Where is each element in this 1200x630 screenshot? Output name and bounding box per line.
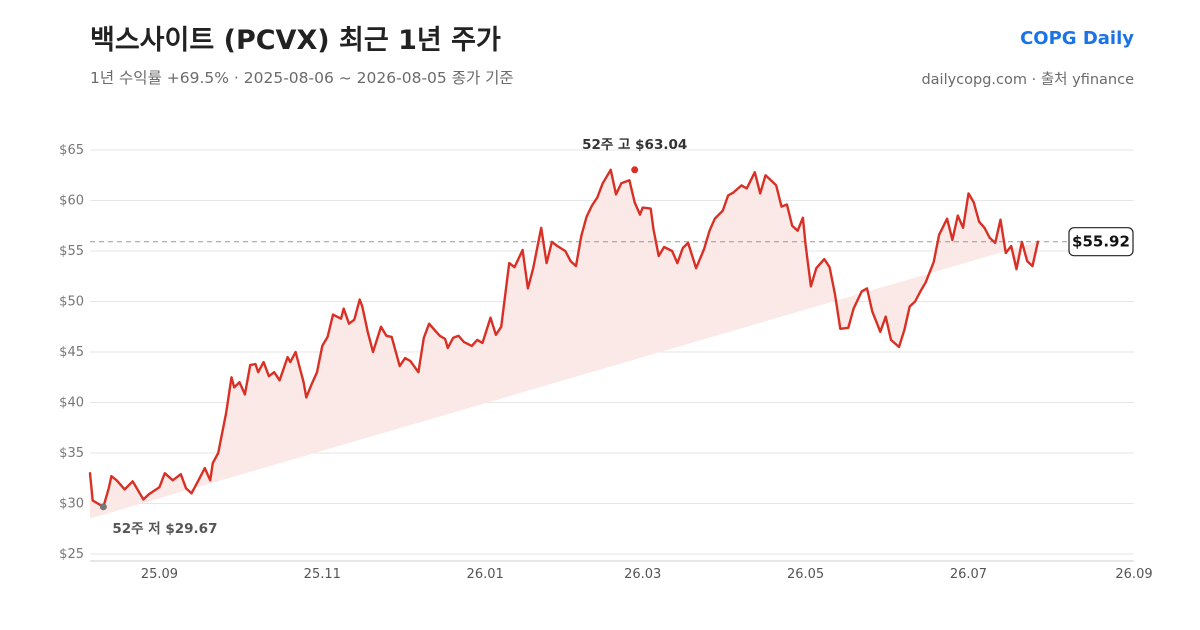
chart-subtitle: 1년 수익률 +69.5% · 2025-08-06 ~ 2026-08-05 …: [90, 69, 514, 87]
y-tick-label: $50: [59, 295, 84, 310]
last-price-label: $55.92: [1072, 233, 1130, 251]
high-marker: [631, 166, 639, 174]
low-marker: [99, 503, 107, 511]
source-label: dailycopg.com · 출처 yfinance: [921, 72, 1134, 88]
y-tick-label: $25: [59, 547, 84, 562]
low-label: 52주 저 $29.67: [112, 521, 217, 537]
x-tick-label: 26.01: [467, 567, 504, 582]
x-tick-label: 26.09: [1115, 567, 1152, 582]
y-tick-label: $40: [59, 396, 84, 411]
brand-label[interactable]: COPG Daily: [1020, 28, 1134, 49]
x-tick-label: 26.03: [624, 567, 661, 582]
x-tick-label: 26.05: [787, 567, 824, 582]
x-tick-label: 26.07: [950, 567, 987, 582]
x-tick-label: 25.09: [141, 567, 178, 582]
high-label: 52주 고 $63.04: [582, 137, 687, 153]
last-price-box: [1068, 227, 1134, 257]
y-tick-label: $60: [59, 194, 84, 209]
area-layer: [90, 169, 1038, 519]
annotation-layer: 52주 고 $63.04 52주 저 $29.67 $55.92: [99, 137, 1134, 537]
price-area: [90, 169, 1038, 519]
y-tick-label: $55: [59, 244, 84, 259]
axis-layer: $25 $30 $35 $40 $45 $50 $55 $60 $65 25.09 25.11 26.…: [59, 143, 1152, 582]
price-line: [88, 168, 1040, 508]
line-layer: [88, 168, 1040, 508]
chart-title: 백스사이트 (PCVX) 최근 1년 주가: [90, 25, 501, 56]
y-tick-label: $35: [59, 446, 84, 461]
y-tick-label: $45: [59, 345, 84, 360]
y-tick-label: $65: [59, 143, 84, 158]
x-tick-label: 25.11: [304, 567, 341, 582]
y-tick-label: $30: [59, 497, 84, 512]
